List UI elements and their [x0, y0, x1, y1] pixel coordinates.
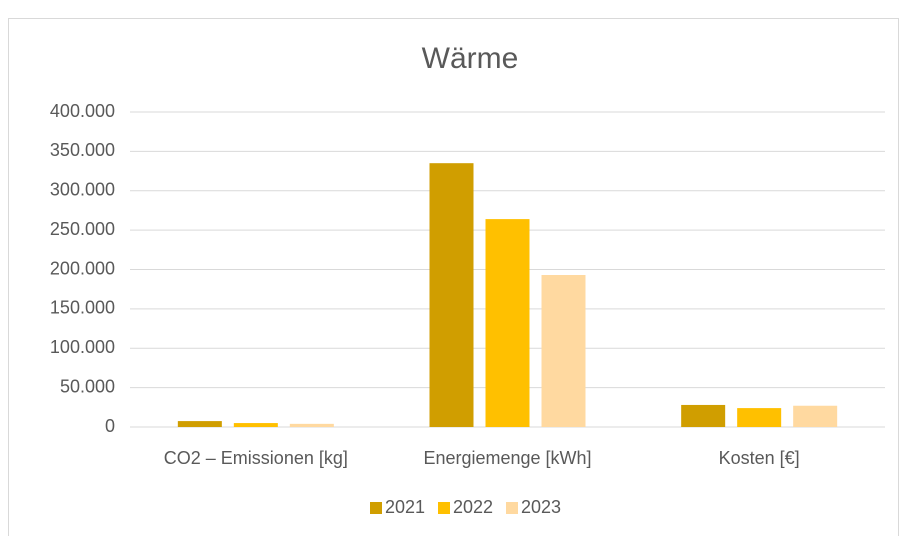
y-tick-label: 100.000	[50, 337, 115, 357]
chart-title: Wärme	[422, 42, 519, 75]
bar	[177, 421, 222, 427]
y-tick-label: 0	[105, 416, 115, 436]
y-tick-label: 300.000	[50, 180, 115, 200]
y-tick-label: 150.000	[50, 298, 115, 318]
legend-label: 2021	[385, 497, 425, 517]
y-tick-label: 200.000	[50, 258, 115, 278]
y-tick-label: 50.000	[60, 376, 115, 396]
x-tick-label: CO2 – Emissionen [kg]	[164, 448, 348, 468]
x-tick-label: Energiemenge [kWh]	[423, 448, 591, 468]
bar	[429, 163, 474, 427]
bar	[737, 408, 782, 427]
x-tick-label: Kosten [€]	[719, 448, 800, 468]
bar	[289, 423, 334, 427]
bar	[541, 275, 586, 427]
legend-label: 2023	[521, 497, 561, 517]
legend-swatch	[506, 502, 518, 514]
legend-swatch	[370, 502, 382, 514]
legend-swatch	[438, 502, 450, 514]
y-tick-label: 250.000	[50, 219, 115, 239]
bar	[485, 219, 530, 427]
y-tick-label: 350.000	[50, 140, 115, 160]
y-tick-label: 400.000	[50, 101, 115, 121]
bar	[681, 404, 726, 427]
legend-label: 2022	[453, 497, 493, 517]
bar	[233, 423, 278, 427]
bar	[793, 405, 838, 427]
